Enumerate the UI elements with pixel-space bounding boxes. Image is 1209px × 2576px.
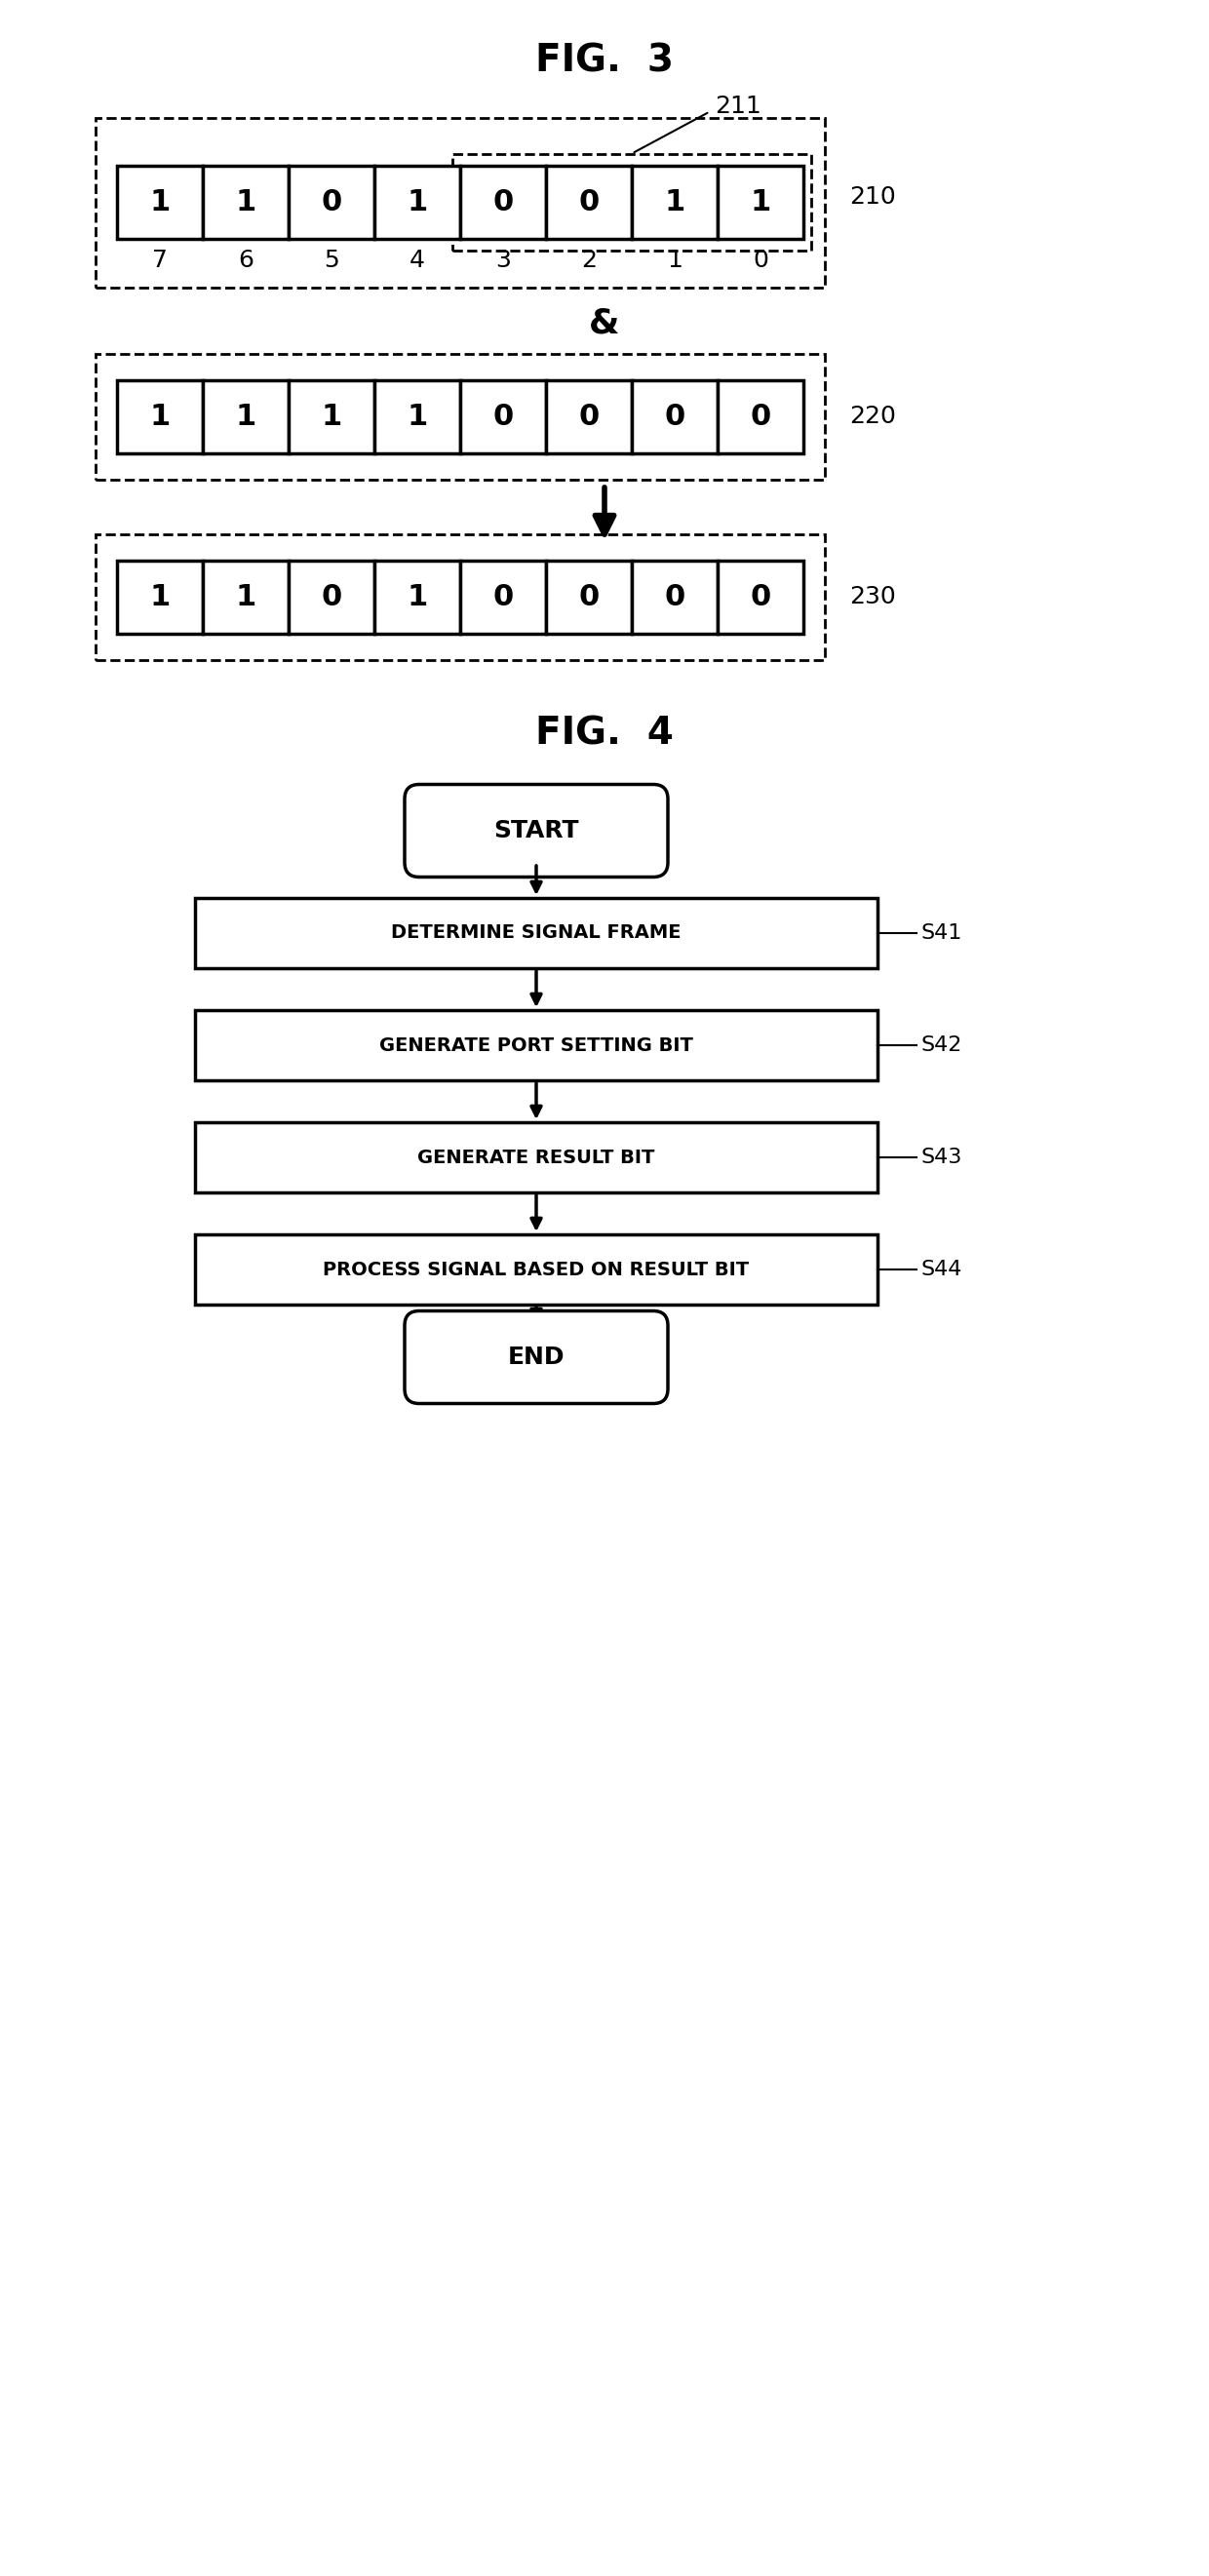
Text: 0: 0 — [322, 188, 342, 216]
Text: 0: 0 — [753, 247, 768, 270]
Bar — [546, 559, 632, 634]
Text: 0: 0 — [664, 402, 686, 430]
Text: S41: S41 — [921, 922, 962, 943]
Text: 1: 1 — [322, 402, 342, 430]
Text: 0: 0 — [493, 402, 514, 430]
Text: 0: 0 — [579, 188, 600, 216]
Bar — [203, 165, 289, 240]
Bar — [632, 559, 718, 634]
Text: START: START — [493, 819, 579, 842]
Bar — [632, 165, 718, 240]
Bar — [375, 165, 461, 240]
Bar — [203, 379, 289, 453]
Bar — [718, 379, 804, 453]
Text: 1: 1 — [407, 188, 428, 216]
Text: 4: 4 — [410, 247, 426, 270]
Text: &: & — [589, 307, 620, 340]
Bar — [718, 559, 804, 634]
Text: FIG.  3: FIG. 3 — [536, 41, 673, 80]
Text: END: END — [508, 1345, 565, 1368]
Text: 211: 211 — [715, 95, 762, 118]
Text: 0: 0 — [493, 582, 514, 611]
Text: DETERMINE SIGNAL FRAME: DETERMINE SIGNAL FRAME — [392, 925, 682, 943]
Text: FIG.  4: FIG. 4 — [536, 714, 673, 752]
Bar — [117, 379, 203, 453]
FancyBboxPatch shape — [405, 1311, 667, 1404]
Text: 0: 0 — [664, 582, 686, 611]
Text: 2: 2 — [582, 247, 597, 270]
Text: 0: 0 — [322, 582, 342, 611]
Bar — [546, 165, 632, 240]
Text: 1: 1 — [150, 582, 170, 611]
Text: 5: 5 — [324, 247, 340, 270]
Text: 6: 6 — [238, 247, 254, 270]
Bar — [632, 379, 718, 453]
Text: 1: 1 — [236, 188, 256, 216]
Text: 1: 1 — [750, 188, 771, 216]
Bar — [195, 1123, 878, 1193]
FancyBboxPatch shape — [405, 786, 667, 876]
Text: S42: S42 — [921, 1036, 962, 1056]
Bar — [117, 559, 203, 634]
Text: 0: 0 — [493, 188, 514, 216]
Bar — [452, 155, 811, 250]
Text: 210: 210 — [849, 185, 896, 209]
Bar — [461, 379, 546, 453]
Bar — [461, 559, 546, 634]
Text: 220: 220 — [849, 404, 896, 428]
Bar — [96, 353, 825, 479]
Bar — [546, 379, 632, 453]
Text: 1: 1 — [150, 402, 170, 430]
Text: 7: 7 — [152, 247, 168, 270]
Text: 0: 0 — [579, 582, 600, 611]
Text: 3: 3 — [496, 247, 511, 270]
Text: GENERATE PORT SETTING BIT: GENERATE PORT SETTING BIT — [380, 1036, 693, 1054]
Text: 0: 0 — [579, 402, 600, 430]
Bar — [375, 559, 461, 634]
Bar — [195, 899, 878, 969]
Text: 230: 230 — [849, 585, 896, 608]
Bar — [203, 559, 289, 634]
Text: 1: 1 — [236, 582, 256, 611]
Bar — [718, 165, 804, 240]
Text: 1: 1 — [664, 188, 686, 216]
Bar — [289, 559, 375, 634]
Text: 0: 0 — [750, 402, 771, 430]
Text: 0: 0 — [750, 582, 771, 611]
Bar — [375, 379, 461, 453]
Text: PROCESS SIGNAL BASED ON RESULT BIT: PROCESS SIGNAL BASED ON RESULT BIT — [323, 1260, 750, 1278]
Text: 1: 1 — [667, 247, 682, 270]
Bar — [96, 118, 825, 286]
Bar — [195, 1234, 878, 1303]
Text: GENERATE RESULT BIT: GENERATE RESULT BIT — [417, 1149, 655, 1167]
Bar — [117, 165, 203, 240]
Bar — [289, 165, 375, 240]
Bar — [195, 1010, 878, 1079]
Bar — [461, 165, 546, 240]
Text: 1: 1 — [150, 188, 170, 216]
Text: 1: 1 — [407, 582, 428, 611]
Bar — [96, 533, 825, 659]
Bar — [289, 379, 375, 453]
Text: S43: S43 — [921, 1146, 962, 1167]
Text: 1: 1 — [236, 402, 256, 430]
Text: 1: 1 — [407, 402, 428, 430]
Text: S44: S44 — [921, 1260, 962, 1280]
